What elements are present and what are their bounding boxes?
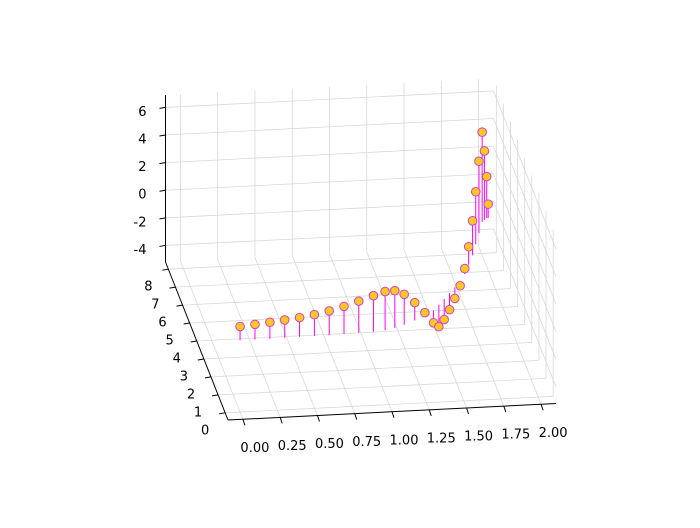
y-tick bbox=[204, 376, 212, 379]
marker bbox=[463, 241, 474, 252]
y-tick bbox=[197, 358, 204, 361]
marker bbox=[439, 314, 449, 325]
y-tick-label: 7 bbox=[151, 298, 159, 313]
y-tick-label: 0 bbox=[201, 423, 209, 438]
y-tick bbox=[219, 412, 226, 415]
z-tick bbox=[159, 134, 166, 137]
grid-line bbox=[493, 228, 557, 388]
x-tick-label: 1.75 bbox=[501, 428, 530, 443]
marker bbox=[479, 146, 490, 156]
x-tick bbox=[503, 405, 507, 413]
grid-line bbox=[165, 90, 494, 108]
z-tick bbox=[159, 217, 166, 220]
grid-line bbox=[165, 145, 494, 164]
y-tick-label: 5 bbox=[166, 334, 174, 349]
y-tick bbox=[176, 304, 183, 307]
y-tick bbox=[211, 394, 219, 397]
marker bbox=[353, 296, 364, 306]
x-tick-label: 0.50 bbox=[315, 437, 344, 452]
marker bbox=[481, 171, 492, 182]
z-tick-label: 2 bbox=[138, 160, 146, 175]
marker bbox=[409, 297, 420, 308]
y-tick-label: 1 bbox=[194, 405, 202, 420]
marker bbox=[459, 263, 470, 274]
z-tick-label: -2 bbox=[134, 215, 147, 230]
x-tick bbox=[466, 407, 470, 415]
z-tick bbox=[159, 244, 166, 247]
grid-line bbox=[189, 306, 518, 324]
grid-line bbox=[493, 201, 557, 360]
y-tick-label: 2 bbox=[187, 387, 195, 402]
grid-line bbox=[225, 395, 554, 414]
grid-line bbox=[182, 288, 511, 306]
marker bbox=[483, 199, 493, 209]
x-tick bbox=[354, 413, 358, 420]
y-tick-label: 4 bbox=[173, 352, 181, 367]
x-tick-label: 2.00 bbox=[539, 426, 568, 441]
marker bbox=[339, 301, 349, 312]
marker bbox=[380, 286, 390, 297]
grid-line bbox=[210, 360, 539, 378]
marker bbox=[420, 307, 430, 318]
y-tick-label: 8 bbox=[144, 280, 152, 295]
x-tick-label: 0.25 bbox=[278, 439, 307, 454]
grid-line bbox=[493, 173, 557, 332]
z-tick-label: 4 bbox=[138, 133, 146, 148]
grid-line bbox=[165, 200, 494, 219]
x-tick bbox=[279, 417, 283, 424]
marker bbox=[434, 321, 444, 332]
x-tick-label: 0.75 bbox=[352, 435, 381, 450]
z-tick-label: 0 bbox=[138, 188, 146, 203]
x-tick-label: 1.00 bbox=[390, 433, 419, 448]
marker bbox=[477, 127, 487, 138]
y-tick bbox=[169, 286, 176, 289]
y-tick bbox=[183, 322, 190, 325]
z-tick-label: -4 bbox=[134, 243, 147, 258]
marker bbox=[474, 156, 484, 167]
grid-line bbox=[196, 324, 525, 342]
y-tick-label: 3 bbox=[180, 369, 188, 384]
marker bbox=[250, 319, 260, 330]
marker bbox=[235, 321, 245, 332]
grid-line bbox=[165, 173, 494, 191]
x-tick bbox=[242, 419, 246, 426]
y-tick-label: 6 bbox=[158, 316, 166, 331]
y-tick bbox=[162, 268, 169, 271]
z-tick bbox=[159, 106, 166, 109]
marker bbox=[279, 315, 290, 325]
marker bbox=[390, 285, 400, 296]
marker bbox=[368, 290, 379, 301]
marker bbox=[265, 317, 275, 328]
x-tick-label: 1.50 bbox=[464, 430, 493, 445]
grid-line bbox=[493, 145, 557, 305]
grid-line bbox=[168, 252, 497, 270]
x-tick-label: 1.25 bbox=[427, 431, 456, 446]
grid-line bbox=[493, 118, 557, 277]
z-tick bbox=[159, 162, 166, 165]
marker bbox=[324, 306, 335, 316]
marker bbox=[470, 186, 481, 197]
x-tick bbox=[540, 404, 544, 411]
z-tick-label: 6 bbox=[138, 105, 146, 120]
x-tick bbox=[316, 415, 320, 422]
grid-line bbox=[175, 270, 504, 288]
grid-line bbox=[203, 342, 532, 360]
x-tick-label: 0.00 bbox=[240, 441, 269, 456]
x-tick bbox=[391, 411, 395, 418]
grid-line bbox=[493, 90, 557, 250]
y-tick bbox=[190, 340, 197, 343]
x-tick bbox=[428, 409, 432, 417]
marker bbox=[455, 280, 465, 291]
marker bbox=[444, 304, 455, 315]
grid-line bbox=[165, 118, 494, 136]
marker bbox=[309, 309, 320, 320]
grid-line bbox=[218, 377, 547, 396]
grid-line bbox=[165, 228, 494, 246]
z-tick bbox=[159, 189, 166, 192]
marker bbox=[467, 216, 478, 226]
marker bbox=[450, 293, 460, 304]
marker bbox=[399, 289, 410, 300]
marker bbox=[294, 312, 305, 323]
